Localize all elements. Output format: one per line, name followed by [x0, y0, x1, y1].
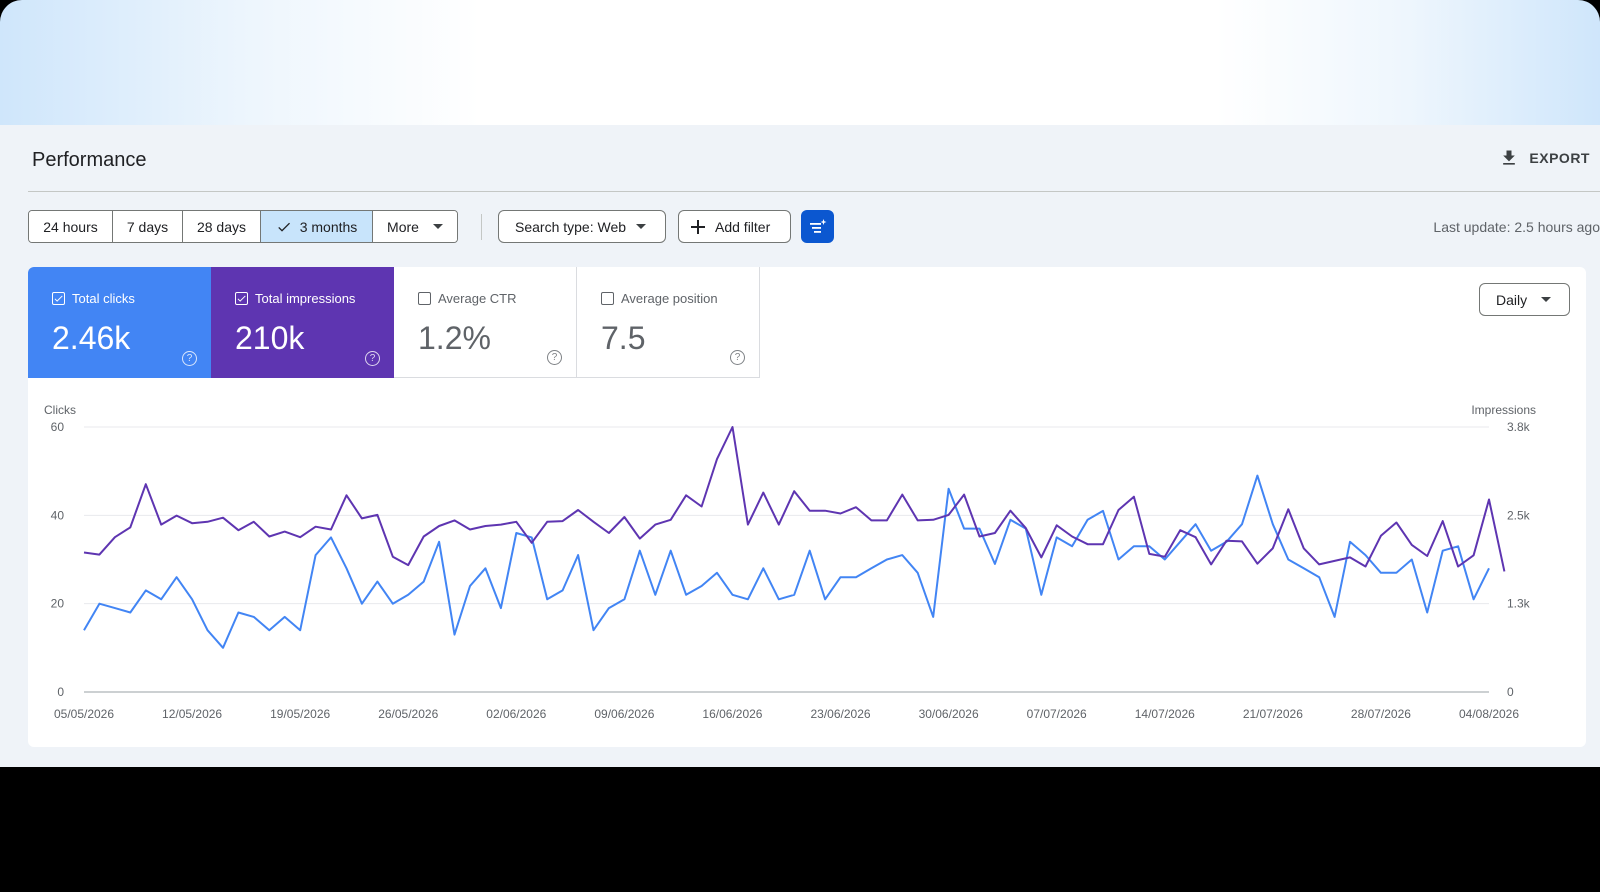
series-line-impressions [83, 426, 1506, 572]
range-label: 24 hours [43, 218, 98, 235]
range-more-dropdown[interactable]: More [373, 211, 457, 242]
performance-line-chart: Clicks Impressions 0 0 20 1.3k 40 2.5k 60 3.8k 05/… [44, 403, 1536, 721]
y-tick-label: 20 [51, 597, 65, 611]
top-background-band [0, 0, 1600, 125]
check-icon [277, 222, 290, 232]
y-tick-label: 40 [51, 508, 65, 522]
range-28-days-button[interactable]: 28 days [183, 211, 261, 242]
y2-tick-label: 2.5k [1507, 508, 1531, 522]
metric-total-clicks[interactable]: Total clicks 2.46k ? [28, 267, 211, 378]
metric-label: Total clicks [72, 291, 135, 306]
date-range-selector: 24 hours 7 days 28 days 3 months More [28, 210, 458, 243]
checkbox-unchecked-icon [601, 292, 614, 305]
search-type-label: Search type: Web [515, 218, 627, 235]
range-label: 28 days [196, 218, 247, 235]
y2-tick-label: 3.8k [1507, 420, 1531, 434]
metric-header: Total clicks [52, 291, 211, 306]
filter-settings-button[interactable] [801, 210, 834, 243]
metric-header: Average CTR [418, 291, 576, 306]
granularity-label: Daily [1496, 291, 1528, 308]
search-type-dropdown[interactable]: Search type: Web [498, 210, 666, 243]
filter-toolbar: 24 hours 7 days 28 days 3 months More [28, 210, 1600, 244]
range-3-months-button[interactable]: 3 months [261, 211, 373, 242]
add-filter-button[interactable]: Add filter [678, 210, 791, 243]
x-tick-label: 21/07/2026 [1243, 707, 1303, 721]
metric-header: Average position [601, 291, 759, 306]
metric-value: 2.46k [52, 320, 131, 356]
x-tick-label: 04/08/2026 [1459, 707, 1519, 721]
caret-down-icon [636, 223, 647, 229]
performance-page: Performance EXPORT 24 hours 7 days 28 da… [0, 125, 1600, 767]
y-tick-label: 60 [51, 420, 65, 434]
toolbar-separator [481, 214, 482, 240]
help-icon[interactable]: ? [547, 350, 562, 365]
range-label: 7 days [126, 218, 169, 235]
x-tick-label: 02/06/2026 [486, 707, 546, 721]
caret-down-icon [432, 223, 443, 229]
checkbox-unchecked-icon [418, 292, 431, 305]
y-axis-title-left: Clicks [44, 403, 76, 417]
y-tick-label: 0 [57, 685, 64, 699]
add-filter-label: Add filter [715, 218, 771, 235]
page-title: Performance [32, 149, 147, 171]
metric-total-impressions[interactable]: Total impressions 210k ? [211, 267, 394, 378]
x-tick-label: 12/05/2026 [162, 707, 222, 721]
bottom-black-area [0, 767, 1600, 892]
checkbox-checked-icon [235, 292, 248, 305]
filter-sparkle-icon [809, 218, 826, 233]
help-icon[interactable]: ? [182, 351, 197, 366]
performance-chart-card: Total clicks 2.46k ? Total impressions 2… [28, 267, 1586, 747]
x-tick-label: 19/05/2026 [270, 707, 330, 721]
range-24-hours-button[interactable]: 24 hours [29, 211, 113, 242]
x-tick-label: 30/06/2026 [919, 707, 979, 721]
range-label: 3 months [299, 218, 358, 235]
export-button[interactable]: EXPORT [1499, 145, 1590, 171]
metric-label: Total impressions [255, 291, 356, 306]
range-7-days-button[interactable]: 7 days [113, 211, 183, 242]
last-update-text: Last update: 2.5 hours ago [1433, 219, 1600, 235]
y2-tick-label: 0 [1507, 685, 1514, 699]
x-tick-label: 05/05/2026 [54, 707, 114, 721]
series-line-clicks [83, 474, 1490, 649]
x-tick-label: 16/06/2026 [702, 707, 762, 721]
x-tick-label: 14/07/2026 [1135, 707, 1195, 721]
granularity-dropdown[interactable]: Daily [1479, 283, 1570, 316]
x-tick-label: 26/05/2026 [378, 707, 438, 721]
download-icon [1503, 150, 1516, 165]
x-tick-label: 07/07/2026 [1027, 707, 1087, 721]
metric-average-ctr[interactable]: Average CTR 1.2% ? [394, 267, 577, 378]
x-tick-label: 23/06/2026 [811, 707, 871, 721]
metric-header: Total impressions [235, 291, 394, 306]
range-label: More [387, 218, 419, 235]
plus-icon [691, 219, 705, 234]
x-tick-label: 28/07/2026 [1351, 707, 1411, 721]
metric-value: 1.2% [418, 320, 491, 356]
y-axis-title-right: Impressions [1471, 403, 1536, 417]
header-divider [28, 191, 1600, 192]
y2-tick-label: 1.3k [1507, 597, 1531, 611]
metric-value: 210k [235, 320, 305, 356]
caret-down-icon [1541, 296, 1552, 302]
metric-label: Average position [621, 291, 718, 306]
metric-average-position[interactable]: Average position 7.5 ? [577, 267, 760, 378]
help-icon[interactable]: ? [730, 350, 745, 365]
help-icon[interactable]: ? [365, 351, 380, 366]
metric-value: 7.5 [601, 320, 646, 356]
metric-label: Average CTR [438, 291, 517, 306]
checkbox-checked-icon [52, 292, 65, 305]
export-label: EXPORT [1529, 150, 1590, 166]
x-tick-label: 09/06/2026 [594, 707, 654, 721]
